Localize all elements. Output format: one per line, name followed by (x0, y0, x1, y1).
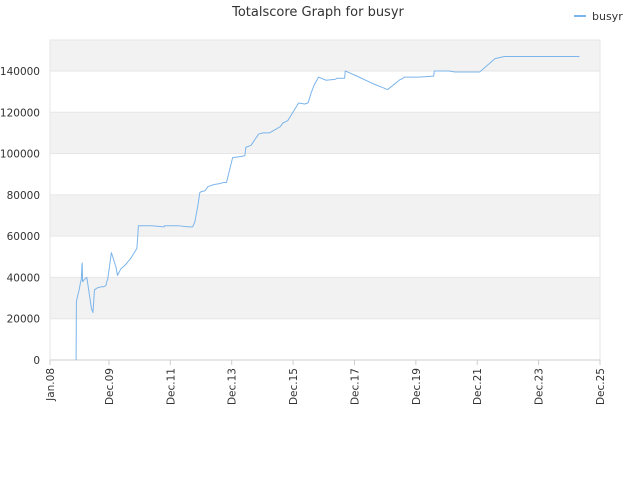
x-tick-label: Dec.11 (165, 368, 177, 405)
chart-title: Totalscore Graph for busyr (231, 5, 404, 20)
plot-band (50, 40, 600, 71)
grid-lines (50, 70, 600, 361)
y-tick-label: 40000 (7, 272, 40, 284)
x-tick-label: Dec.19 (411, 368, 423, 405)
y-tick-label: 120000 (0, 107, 40, 119)
plot-band (50, 277, 600, 319)
x-tick-label: Dec.25 (595, 368, 607, 405)
y-tick-label: 0 (33, 355, 40, 367)
x-tick-label: Dec.17 (349, 368, 361, 405)
series-line-busyr[interactable] (75, 56, 580, 361)
x-axis-ticks: Jan.08 Dec.09 Dec.11 Dec.13 Dec.15 Dec.17 Dec.… (45, 360, 607, 405)
x-tick-label: Dec.21 (472, 368, 484, 405)
x-tick-label: Dec.15 (288, 368, 300, 405)
y-tick-label: 20000 (7, 314, 40, 326)
plot-band (50, 194, 600, 237)
legend[interactable]: busyr (574, 10, 623, 23)
y-tick-label: 80000 (7, 190, 40, 202)
y-axis-ticks: 0 20000 40000 60000 80000 100000 120000 140000 (0, 66, 40, 367)
y-tick-label: 60000 (7, 231, 40, 243)
legend-label: busyr (592, 10, 623, 23)
plot-bands (50, 40, 600, 319)
series-layer (75, 56, 580, 361)
x-tick-label: Dec.13 (227, 368, 239, 405)
y-tick-label: 140000 (0, 66, 40, 78)
x-tick-label: Jan.08 (45, 368, 57, 402)
x-tick-label: Dec.09 (104, 368, 116, 405)
y-tick-label: 100000 (0, 149, 40, 161)
plot-band (50, 112, 600, 154)
axes (49, 39, 601, 361)
x-tick-label: Dec.23 (534, 368, 546, 405)
